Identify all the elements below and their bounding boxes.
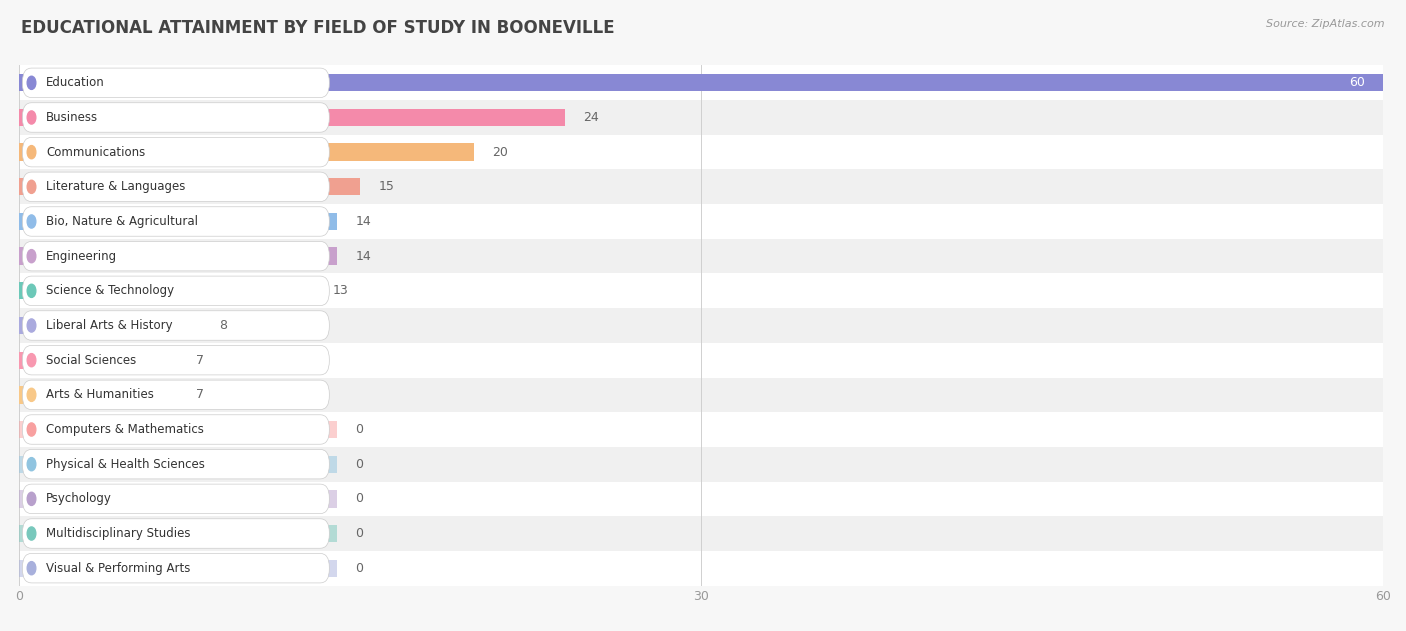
Text: 8: 8 [219, 319, 226, 332]
Circle shape [27, 388, 35, 401]
Bar [20, 66, 1384, 100]
Circle shape [27, 146, 35, 159]
Circle shape [27, 457, 35, 471]
Text: 0: 0 [356, 562, 364, 575]
Text: Visual & Performing Arts: Visual & Performing Arts [46, 562, 191, 575]
Bar [20, 343, 1384, 377]
Text: EDUCATIONAL ATTAINMENT BY FIELD OF STUDY IN BOONEVILLE: EDUCATIONAL ATTAINMENT BY FIELD OF STUDY… [21, 19, 614, 37]
Bar [20, 143, 474, 161]
Text: 0: 0 [356, 492, 364, 505]
Text: Business: Business [46, 111, 98, 124]
Circle shape [27, 492, 35, 505]
Circle shape [27, 250, 35, 262]
FancyBboxPatch shape [22, 519, 329, 548]
Text: Computers & Mathematics: Computers & Mathematics [46, 423, 204, 436]
Bar [20, 516, 1384, 551]
FancyBboxPatch shape [22, 68, 329, 98]
Text: 7: 7 [197, 388, 204, 401]
Circle shape [27, 76, 35, 90]
Bar [20, 456, 337, 473]
Text: Communications: Communications [46, 146, 146, 158]
Text: Multidisciplinary Studies: Multidisciplinary Studies [46, 527, 191, 540]
Text: Science & Technology: Science & Technology [46, 285, 174, 297]
Text: 0: 0 [356, 423, 364, 436]
FancyBboxPatch shape [22, 207, 329, 236]
Bar [20, 481, 1384, 516]
Circle shape [27, 423, 35, 436]
FancyBboxPatch shape [22, 138, 329, 167]
FancyBboxPatch shape [22, 553, 329, 583]
Circle shape [27, 319, 35, 332]
Bar [20, 525, 337, 542]
Text: Literature & Languages: Literature & Languages [46, 180, 186, 193]
Bar [20, 273, 1384, 308]
Text: 24: 24 [583, 111, 599, 124]
Bar [20, 100, 1384, 135]
FancyBboxPatch shape [22, 449, 329, 479]
Text: 0: 0 [356, 527, 364, 540]
Text: Engineering: Engineering [46, 250, 118, 262]
FancyBboxPatch shape [22, 103, 329, 133]
FancyBboxPatch shape [22, 276, 329, 305]
Text: 20: 20 [492, 146, 508, 158]
FancyBboxPatch shape [22, 380, 329, 410]
Text: Education: Education [46, 76, 105, 90]
FancyBboxPatch shape [22, 484, 329, 514]
Circle shape [27, 527, 35, 540]
Bar [20, 377, 1384, 412]
Bar [20, 170, 1384, 204]
Bar [20, 551, 1384, 586]
FancyBboxPatch shape [22, 415, 329, 444]
Bar [20, 447, 1384, 481]
Bar [20, 317, 201, 334]
Text: 7: 7 [197, 353, 204, 367]
Text: Bio, Nature & Agricultural: Bio, Nature & Agricultural [46, 215, 198, 228]
Bar [20, 421, 337, 438]
Text: 0: 0 [356, 457, 364, 471]
Bar [20, 490, 337, 507]
Bar [20, 178, 360, 196]
FancyBboxPatch shape [22, 172, 329, 201]
Text: 60: 60 [1348, 76, 1365, 90]
Bar [20, 412, 1384, 447]
Circle shape [27, 353, 35, 367]
Text: Physical & Health Sciences: Physical & Health Sciences [46, 457, 205, 471]
Bar [20, 204, 1384, 239]
Text: 14: 14 [356, 250, 371, 262]
Circle shape [27, 562, 35, 575]
Text: 14: 14 [356, 215, 371, 228]
Text: Social Sciences: Social Sciences [46, 353, 136, 367]
Bar [20, 247, 337, 265]
Bar [20, 74, 1384, 91]
Text: Source: ZipAtlas.com: Source: ZipAtlas.com [1267, 19, 1385, 29]
Bar [20, 386, 179, 403]
Bar [20, 560, 337, 577]
Text: Psychology: Psychology [46, 492, 112, 505]
Circle shape [27, 284, 35, 297]
Bar [20, 239, 1384, 273]
Circle shape [27, 215, 35, 228]
Circle shape [27, 180, 35, 194]
Bar [20, 282, 315, 300]
Text: Liberal Arts & History: Liberal Arts & History [46, 319, 173, 332]
Text: 15: 15 [378, 180, 394, 193]
Text: 13: 13 [333, 285, 349, 297]
Bar [20, 135, 1384, 170]
Bar [20, 308, 1384, 343]
Bar [20, 109, 565, 126]
Text: Arts & Humanities: Arts & Humanities [46, 388, 155, 401]
Circle shape [27, 111, 35, 124]
FancyBboxPatch shape [22, 242, 329, 271]
Bar [20, 351, 179, 369]
Bar [20, 213, 337, 230]
FancyBboxPatch shape [22, 310, 329, 340]
FancyBboxPatch shape [22, 345, 329, 375]
